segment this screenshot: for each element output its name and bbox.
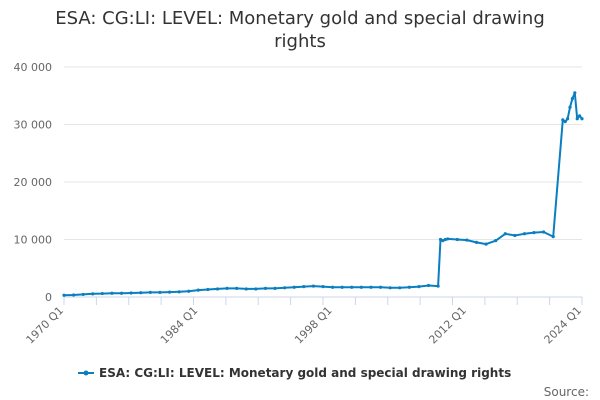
data-point[interactable] — [503, 232, 507, 236]
data-point[interactable] — [110, 291, 114, 295]
data-point[interactable] — [563, 120, 567, 124]
data-point[interactable] — [407, 285, 411, 289]
data-point[interactable] — [263, 286, 268, 290]
data-point[interactable] — [139, 291, 143, 295]
data-point[interactable] — [254, 287, 258, 291]
data-point[interactable] — [206, 287, 210, 292]
data-point[interactable] — [119, 291, 124, 295]
data-point[interactable] — [398, 286, 402, 290]
legend-label[interactable]: ESA: CG:LI: LEVEL: Monetary gold and spe… — [99, 366, 511, 380]
chart-title-line-1: ESA: CG:LI: LEVEL: Monetary gold and spe… — [55, 8, 545, 29]
data-point[interactable] — [578, 114, 582, 118]
data-point[interactable] — [369, 285, 373, 289]
data-point[interactable] — [81, 292, 85, 297]
y-axis-ticks: 0 10 000 20 000 30 000 40 000 — [14, 61, 53, 304]
data-point[interactable] — [441, 239, 445, 243]
data-point[interactable] — [71, 293, 76, 297]
data-point[interactable] — [378, 285, 383, 289]
data-point[interactable] — [283, 286, 287, 290]
data-point[interactable] — [148, 290, 152, 294]
x-tick-label: 2012 Q1 — [426, 304, 469, 347]
data-point[interactable] — [388, 286, 392, 290]
data-point[interactable] — [573, 91, 577, 95]
data-point[interactable] — [177, 290, 181, 294]
data-point[interactable] — [340, 285, 344, 289]
data-point[interactable] — [522, 232, 527, 236]
data-point[interactable] — [494, 239, 498, 243]
series-layer — [62, 91, 584, 297]
data-point[interactable] — [513, 233, 517, 238]
data-point[interactable] — [575, 117, 579, 121]
y-tick-label: 10 000 — [14, 234, 53, 247]
grid-lines — [64, 66, 582, 240]
data-point[interactable] — [62, 293, 66, 297]
data-point[interactable] — [426, 283, 431, 288]
data-point[interactable] — [551, 235, 555, 239]
data-point[interactable] — [566, 117, 570, 121]
data-point[interactable] — [235, 286, 239, 290]
data-point[interactable] — [474, 240, 479, 244]
data-point[interactable] — [455, 237, 459, 242]
data-point[interactable] — [292, 285, 296, 289]
data-point[interactable] — [215, 287, 220, 291]
legend[interactable]: ESA: CG:LI: LEVEL: Monetary gold and spe… — [78, 366, 511, 380]
data-point[interactable] — [330, 285, 335, 289]
data-point[interactable] — [532, 231, 536, 235]
data-point[interactable] — [350, 285, 354, 289]
data-point[interactable] — [158, 290, 162, 294]
data-point[interactable] — [311, 284, 316, 288]
x-tick-label: 1970 Q1 — [24, 304, 67, 347]
data-point[interactable] — [570, 97, 575, 101]
data-point[interactable] — [484, 242, 488, 246]
x-tick-label: 1984 Q1 — [158, 304, 201, 347]
y-tick-label: 0 — [45, 291, 52, 304]
data-point[interactable] — [443, 237, 447, 242]
y-tick-label: 40 000 — [14, 61, 53, 74]
series-line — [63, 91, 583, 297]
data-point[interactable] — [100, 291, 104, 296]
data-point[interactable] — [302, 285, 306, 289]
chart-title-line-2: rights — [274, 31, 326, 52]
data-point[interactable] — [542, 230, 546, 234]
data-point[interactable] — [438, 237, 443, 242]
x-tick-label: 1998 Q1 — [292, 304, 335, 347]
x-tick-label: 2024 Q1 — [542, 304, 585, 347]
data-point[interactable] — [436, 284, 440, 288]
legend-point-marker — [83, 370, 89, 376]
data-point[interactable] — [225, 286, 229, 290]
data-point[interactable] — [417, 285, 421, 289]
data-point[interactable] — [91, 292, 95, 296]
data-point[interactable] — [196, 288, 200, 292]
data-point[interactable] — [167, 290, 172, 294]
data-point[interactable] — [187, 289, 191, 293]
data-point[interactable] — [561, 118, 565, 122]
data-point[interactable] — [446, 237, 450, 241]
y-tick-label: 30 000 — [14, 119, 53, 132]
data-point[interactable] — [273, 286, 277, 290]
y-tick-label: 20 000 — [14, 176, 53, 189]
x-axis-ticks: 1970 Q1 1984 Q1 1998 Q1 2012 Q1 2024 Q1 — [24, 297, 585, 347]
data-point[interactable] — [580, 117, 584, 121]
data-point[interactable] — [465, 238, 469, 242]
data-point[interactable] — [568, 105, 572, 109]
data-point[interactable] — [244, 287, 248, 291]
data-point[interactable] — [321, 285, 325, 289]
source-label: Source: — [544, 385, 589, 399]
data-point[interactable] — [359, 285, 363, 289]
data-point[interactable] — [129, 291, 133, 295]
